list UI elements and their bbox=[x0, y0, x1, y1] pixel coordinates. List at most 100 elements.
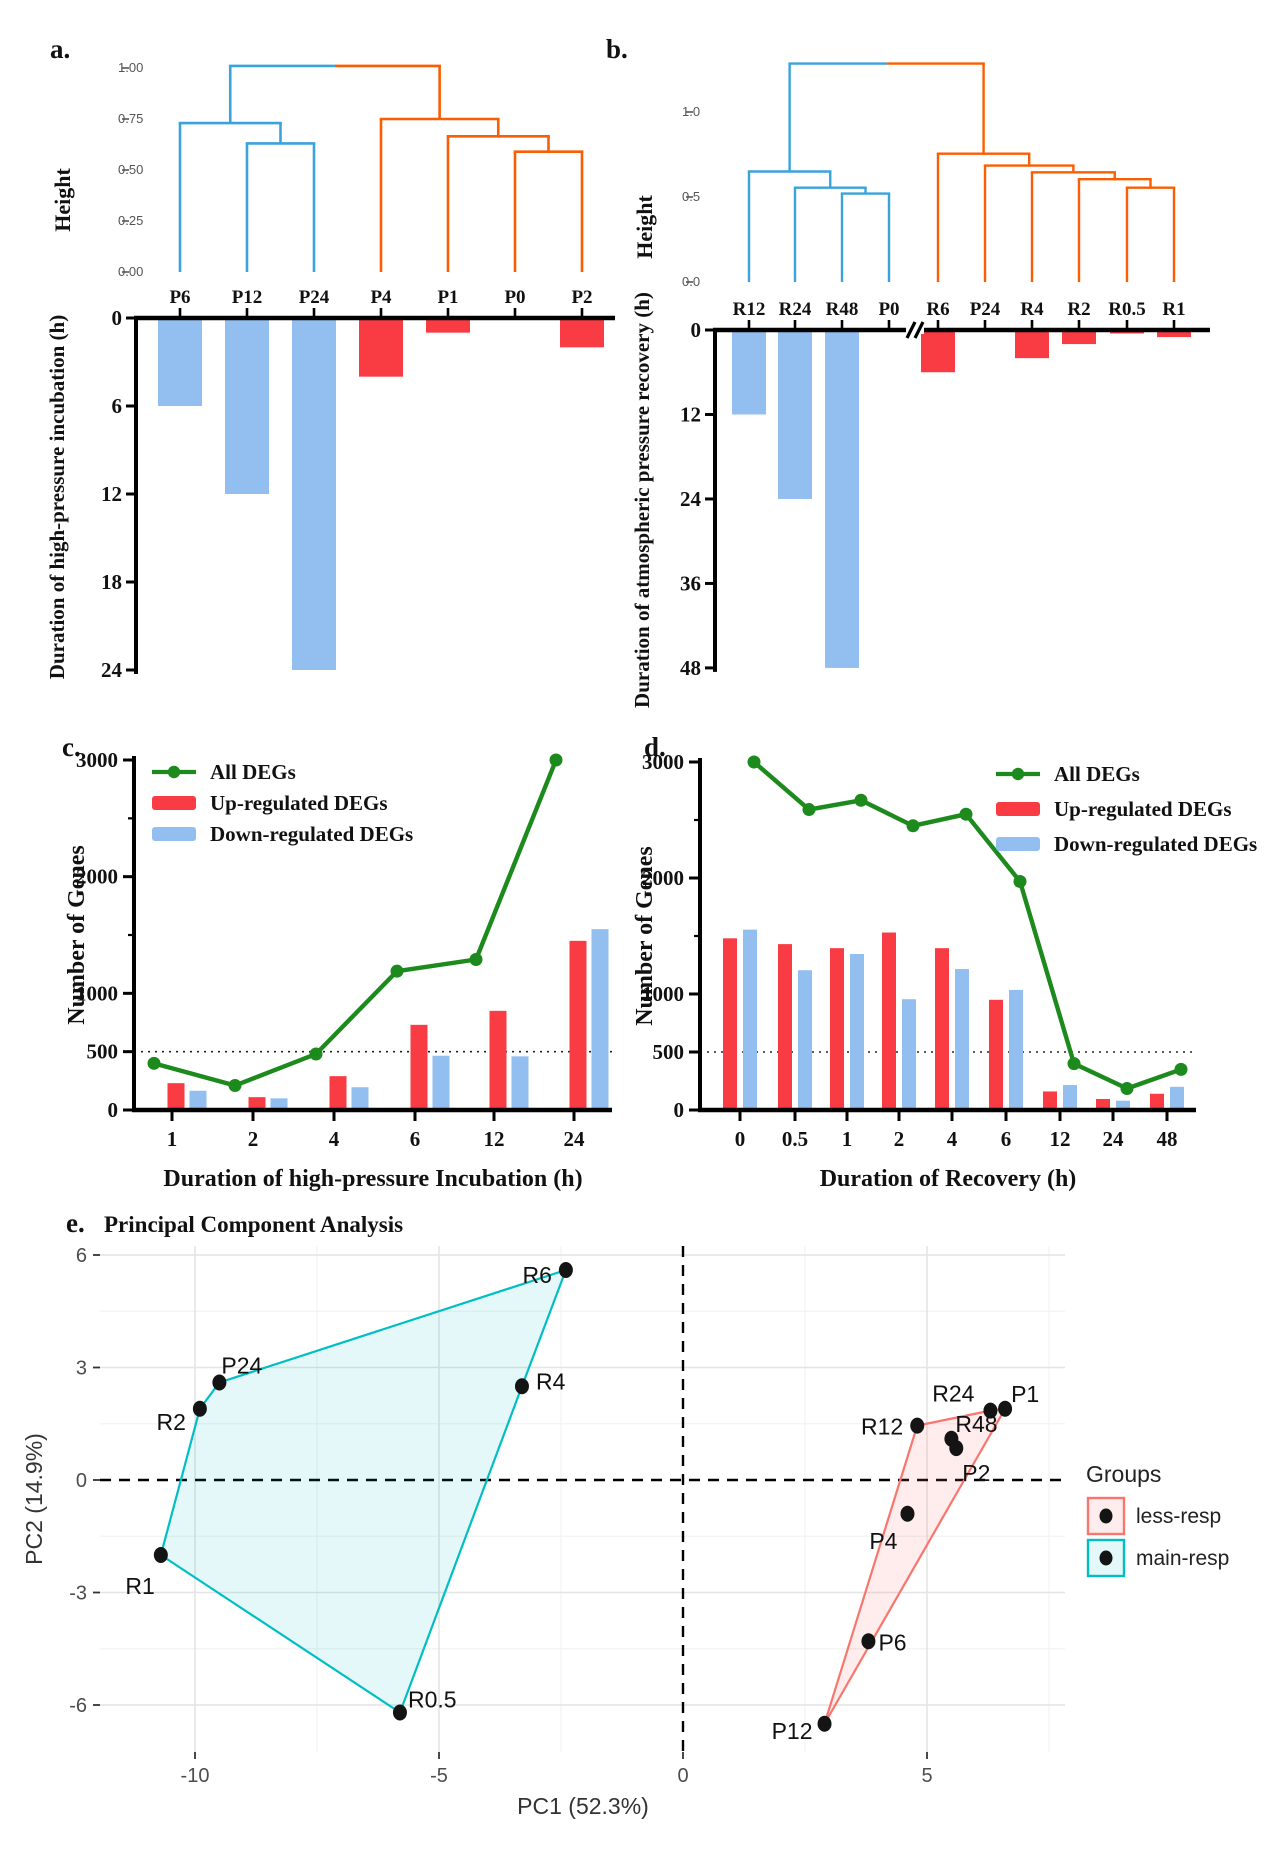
pca-point-label-R4: R4 bbox=[536, 1368, 566, 1394]
x-tick-label: 24 bbox=[564, 1127, 586, 1151]
duration-bar-P4 bbox=[359, 318, 403, 377]
duration-bar-P1 bbox=[426, 318, 470, 333]
down-bar-48 bbox=[1170, 1086, 1184, 1110]
up-bar-1 bbox=[167, 1083, 185, 1110]
pca-legend: Groups less-resp main-resp bbox=[1086, 1461, 1229, 1578]
pca-point-label-P2: P2 bbox=[962, 1460, 990, 1486]
down-bar-12 bbox=[511, 1056, 529, 1110]
y-tick-label: 3 bbox=[76, 1358, 87, 1380]
x-tick-label: -10 bbox=[181, 1765, 210, 1787]
all-degs-point-24 bbox=[1120, 1082, 1134, 1096]
panel-a-bars: 0 6 12 18 24 Duration of high-pressure incuba… bbox=[45, 306, 615, 682]
x-axis-title: PC1 (52.3%) bbox=[517, 1793, 649, 1819]
all-degs-point-48 bbox=[1174, 1062, 1188, 1076]
all-degs-line bbox=[153, 759, 559, 1088]
all-degs-point-2 bbox=[906, 819, 920, 833]
legend-down-symbol bbox=[996, 837, 1040, 851]
pca-point-label-R48: R48 bbox=[955, 1411, 997, 1437]
x-tick-label: 0 bbox=[677, 1765, 688, 1787]
bars-axis-title: Duration of high-pressure incubation (h) bbox=[45, 315, 69, 679]
all-degs-point-0 bbox=[747, 755, 761, 769]
down-bar-1 bbox=[189, 1090, 207, 1110]
panel-label-d: d. bbox=[644, 732, 666, 762]
pca-point-R2 bbox=[192, 1400, 207, 1417]
panel-a-dendrogram: 1.00 0.75 0.50 0.25 0.00 Height P6 P12 P24 P4 P1 P0… bbox=[50, 60, 593, 308]
y-tick-label: -6 bbox=[69, 1695, 87, 1717]
y-tick-label: 0 bbox=[691, 318, 702, 342]
duration-bar-R1 bbox=[1157, 330, 1191, 338]
leaf-label-R4: R4 bbox=[1020, 299, 1044, 320]
up-bar-4 bbox=[329, 1076, 347, 1110]
x-tick-label: 1 bbox=[842, 1127, 853, 1151]
x-tick-label: 4 bbox=[329, 1127, 340, 1151]
all-degs-point-0.5 bbox=[802, 803, 816, 817]
up-bar-24 bbox=[569, 940, 587, 1110]
bars-axis-title: Duration of atmospheric pressure recover… bbox=[630, 292, 654, 708]
all-degs-point-4 bbox=[959, 807, 973, 821]
y-tick-label: 500 bbox=[653, 1040, 685, 1064]
pca-point-P2 bbox=[949, 1440, 964, 1457]
x-tick-label: 12 bbox=[1050, 1127, 1071, 1151]
hull-less-resp bbox=[823, 1407, 1007, 1725]
y-tick-label: 24 bbox=[680, 487, 702, 511]
up-bar-6 bbox=[410, 1024, 428, 1110]
x-tick-label: -5 bbox=[430, 1765, 448, 1787]
up-bar-6 bbox=[989, 999, 1003, 1110]
x-axis-title: Duration of high-pressure Incubation (h) bbox=[163, 1166, 582, 1192]
x-tick-label: 2 bbox=[894, 1127, 905, 1151]
leaf-label-R1: R1 bbox=[1162, 299, 1185, 320]
all-degs-point-4 bbox=[309, 1047, 323, 1061]
x-tick-label: 4 bbox=[947, 1127, 958, 1151]
leaf-label-P0: P0 bbox=[504, 287, 525, 308]
y-tick-label: 12 bbox=[101, 482, 122, 506]
y-tick-label: 18 bbox=[101, 570, 122, 594]
leaf-label-R48: R48 bbox=[826, 299, 859, 320]
y-tick-label: 2000 bbox=[76, 865, 118, 889]
leaf-label-R12: R12 bbox=[733, 299, 766, 320]
panel-label-e: e. bbox=[66, 1208, 85, 1238]
down-bar-4 bbox=[351, 1087, 369, 1110]
pca-legend-dot bbox=[1099, 1508, 1113, 1524]
panel-c-legend: All DEGs Up-regulated DEGs Down-regulated … bbox=[152, 760, 413, 846]
x-tick-label: 2 bbox=[248, 1127, 259, 1151]
duration-bar-P24 bbox=[292, 318, 336, 670]
legend-label: Up-regulated DEGs bbox=[1054, 797, 1232, 821]
up-bar-2 bbox=[248, 1097, 266, 1110]
up-bar-0.5 bbox=[778, 944, 792, 1110]
legend-label: Up-regulated DEGs bbox=[210, 791, 388, 815]
down-bar-24 bbox=[1116, 1100, 1130, 1110]
leaf-label-R2: R2 bbox=[1067, 299, 1090, 320]
duration-bar-P2 bbox=[560, 318, 604, 348]
up-bar-4 bbox=[935, 948, 949, 1110]
pca-point-label-R12: R12 bbox=[861, 1414, 903, 1440]
y-tick-label: 3000 bbox=[642, 750, 684, 774]
legend-label: All DEGs bbox=[1054, 762, 1140, 786]
y-tick-label: 0 bbox=[108, 1098, 119, 1122]
y-axis-title: Number of Genes bbox=[632, 846, 658, 1026]
leaf-label-P4: P4 bbox=[370, 287, 392, 308]
y-tick-label: 6 bbox=[112, 394, 123, 418]
pca-point-label-R6: R6 bbox=[522, 1262, 551, 1288]
x-tick-label: 5 bbox=[921, 1765, 932, 1787]
all-degs-point-12 bbox=[1067, 1057, 1081, 1071]
x-tick-label: 12 bbox=[484, 1127, 505, 1151]
x-axis-title: Duration of Recovery (h) bbox=[820, 1166, 1077, 1192]
all-degs-point-6 bbox=[1013, 874, 1027, 888]
dendro-tick-label: 1.00 bbox=[118, 60, 143, 75]
down-bar-12 bbox=[1063, 1085, 1077, 1110]
pca-point-label-R1: R1 bbox=[125, 1573, 154, 1599]
y-tick-label: 24 bbox=[101, 658, 123, 682]
up-bar-12 bbox=[1043, 1091, 1057, 1110]
leaf-label-R0.5: R0.5 bbox=[1108, 299, 1145, 320]
y-tick-label: 0 bbox=[674, 1098, 685, 1122]
y-axis-title: Number of Genes bbox=[64, 845, 90, 1025]
x-tick-label: 24 bbox=[1103, 1127, 1125, 1151]
down-bar-2 bbox=[902, 999, 916, 1110]
duration-bar-R12 bbox=[732, 330, 766, 415]
dendro-tick-label: 0.50 bbox=[118, 162, 143, 177]
pca-point-label-R0.5: R0.5 bbox=[408, 1687, 457, 1713]
